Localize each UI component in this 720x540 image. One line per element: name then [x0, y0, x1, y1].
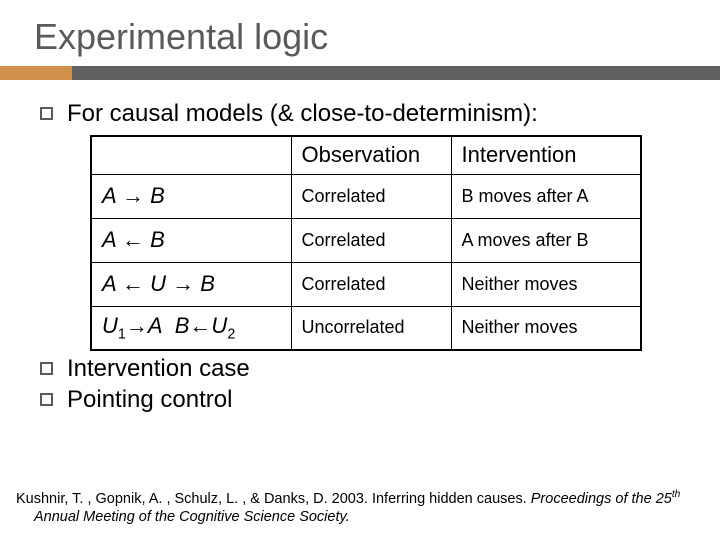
table-row: U1→A B←U2 Uncorrelated Neither moves: [91, 306, 641, 350]
bullet-post1: Intervention case: [40, 353, 680, 384]
bullet-intro: For causal models (& close-to-determinis…: [40, 98, 680, 129]
citation-text: Kushnir, T. , Gopnik, A. , Schulz, L. , …: [16, 489, 704, 526]
citation: Kushnir, T. , Gopnik, A. , Schulz, L. , …: [16, 489, 704, 526]
cell-intervention: A moves after B: [451, 218, 641, 262]
table-header-intervention: Intervention: [451, 136, 641, 174]
cell-model: U1→A B←U2: [91, 306, 291, 350]
table-row: A → B Correlated B moves after A: [91, 174, 641, 218]
cell-intervention: Neither moves: [451, 262, 641, 306]
bullet-icon: [40, 393, 53, 406]
cell-intervention: Neither moves: [451, 306, 641, 350]
divider-main: [72, 66, 720, 80]
cell-observation: Correlated: [291, 262, 451, 306]
bullet-icon: [40, 362, 53, 375]
cell-model: A ← U → B: [91, 262, 291, 306]
cell-model: A → B: [91, 174, 291, 218]
bullet-post1-text: Intervention case: [67, 353, 250, 384]
bullet-post2-text: Pointing control: [67, 384, 232, 415]
table-row: A ← U → B Correlated Neither moves: [91, 262, 641, 306]
divider-rule: [0, 66, 720, 80]
bullet-intro-text: For causal models (& close-to-determinis…: [67, 98, 538, 129]
logic-table: Observation Intervention A → B Correlate…: [90, 135, 642, 351]
table-header-model: [91, 136, 291, 174]
table-header-row: Observation Intervention: [91, 136, 641, 174]
content-area: For causal models (& close-to-determinis…: [0, 80, 720, 416]
cell-intervention: B moves after A: [451, 174, 641, 218]
slide-title: Experimental logic: [0, 0, 720, 66]
cell-observation: Uncorrelated: [291, 306, 451, 350]
cell-observation: Correlated: [291, 218, 451, 262]
bullet-icon: [40, 107, 53, 120]
table-row: A ← B Correlated A moves after B: [91, 218, 641, 262]
table-header-observation: Observation: [291, 136, 451, 174]
cell-model: A ← B: [91, 218, 291, 262]
cell-observation: Correlated: [291, 174, 451, 218]
divider-accent: [0, 66, 72, 80]
bullet-post2: Pointing control: [40, 384, 680, 415]
